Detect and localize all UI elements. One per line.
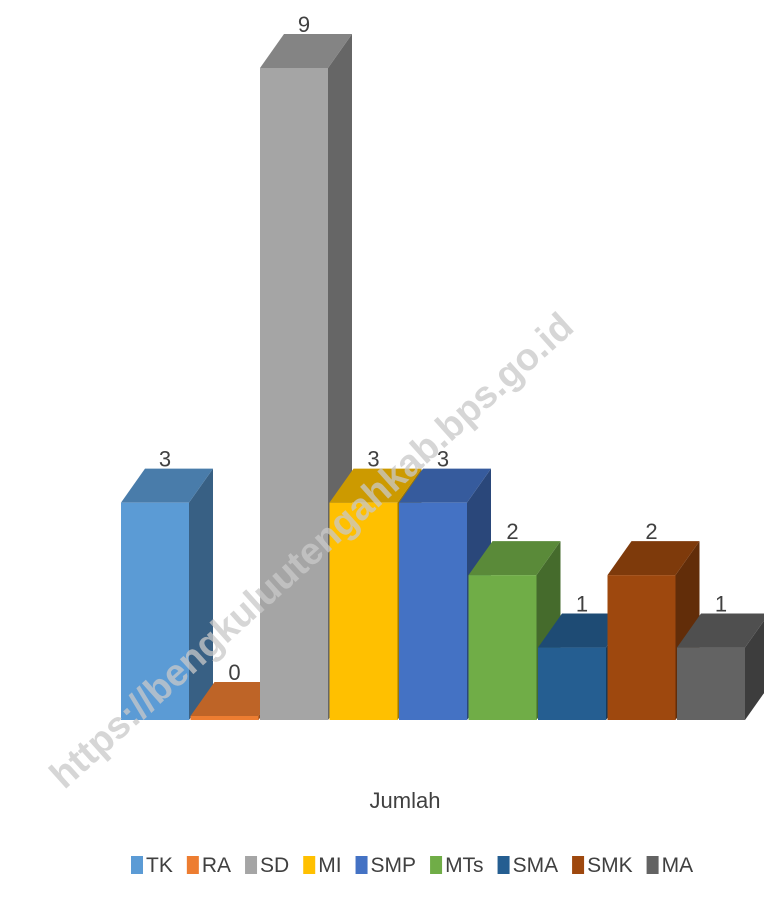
bar-ma [677, 613, 764, 720]
x-axis-title: Jumlah [370, 788, 441, 813]
legend-label-tk: TK [146, 854, 173, 877]
legend-swatch-tk [131, 856, 143, 874]
legend: TK RA SD MI SMP MTs SMA SMK MA [131, 854, 693, 877]
bar-smp-top [399, 468, 491, 503]
value-label-mts: 2 [506, 519, 518, 544]
value-labels-group: 3 0 9 3 3 2 1 2 1 [159, 12, 727, 685]
bar-smk-front [607, 575, 676, 720]
legend-swatch-ra [186, 856, 199, 874]
legend-label-sma: SMA [513, 854, 559, 877]
legend-item-smp: SMP [355, 854, 417, 877]
bar-sd-front [260, 68, 328, 720]
legend-label-sd: SD [260, 854, 289, 877]
legend-item-smk: SMK [572, 854, 633, 877]
bar-sma-front [538, 647, 606, 720]
legend-swatch-mts [430, 856, 443, 874]
legend-label-ra: RA [202, 854, 231, 877]
legend-swatch-smp [355, 856, 368, 874]
bar-ma-side [745, 620, 764, 720]
bar-tk-front [121, 502, 189, 720]
bar-ma-front [677, 647, 745, 720]
bar-sd [260, 34, 352, 720]
bar-mi-top [329, 468, 422, 503]
bar-tk-top [121, 468, 213, 503]
legend-label-ma: MA [662, 854, 694, 877]
value-label-sd: 9 [298, 12, 310, 37]
legend-item-mts: MTs [430, 854, 484, 877]
value-label-mi: 3 [367, 447, 379, 472]
value-label-sma: 1 [576, 592, 588, 617]
legend-swatch-ma [646, 856, 659, 874]
value-label-tk: 3 [159, 447, 171, 472]
legend-label-mts: MTs [445, 854, 484, 877]
bar-mts-top [468, 541, 561, 576]
legend-item-mi: MI [303, 854, 342, 877]
legend-item-ma: MA [646, 854, 694, 877]
legend-item-ra: RA [186, 854, 231, 877]
legend-swatch-sd [245, 856, 258, 874]
bar-ra-top [190, 682, 283, 716]
legend-swatch-sma [497, 856, 510, 874]
bar-ra-front [190, 716, 259, 720]
legend-label-smp: SMP [371, 854, 417, 877]
bars-group [121, 34, 764, 720]
bar-mi-front [329, 502, 398, 720]
bar-tk [121, 468, 213, 720]
bar-mts-front [468, 575, 537, 720]
value-label-ra: 0 [228, 660, 240, 685]
value-label-smp: 3 [437, 447, 449, 472]
legend-label-smk: SMK [587, 854, 633, 877]
bar-smk-top [607, 541, 700, 576]
legend-item-sd: SD [245, 854, 289, 877]
legend-item-tk: TK [131, 854, 173, 877]
legend-label-mi: MI [318, 854, 341, 877]
bar-sma-top [538, 613, 630, 648]
bar-tk-side [189, 468, 213, 720]
legend-item-sma: SMA [497, 854, 559, 877]
value-label-smk: 2 [645, 519, 657, 544]
legend-swatch-smk [572, 856, 585, 874]
legend-swatch-mi [303, 856, 316, 874]
value-label-ma: 1 [715, 592, 727, 617]
bar-smp-front [399, 502, 467, 720]
bar-sd-top [260, 34, 352, 68]
bar-ma-top [677, 613, 764, 648]
